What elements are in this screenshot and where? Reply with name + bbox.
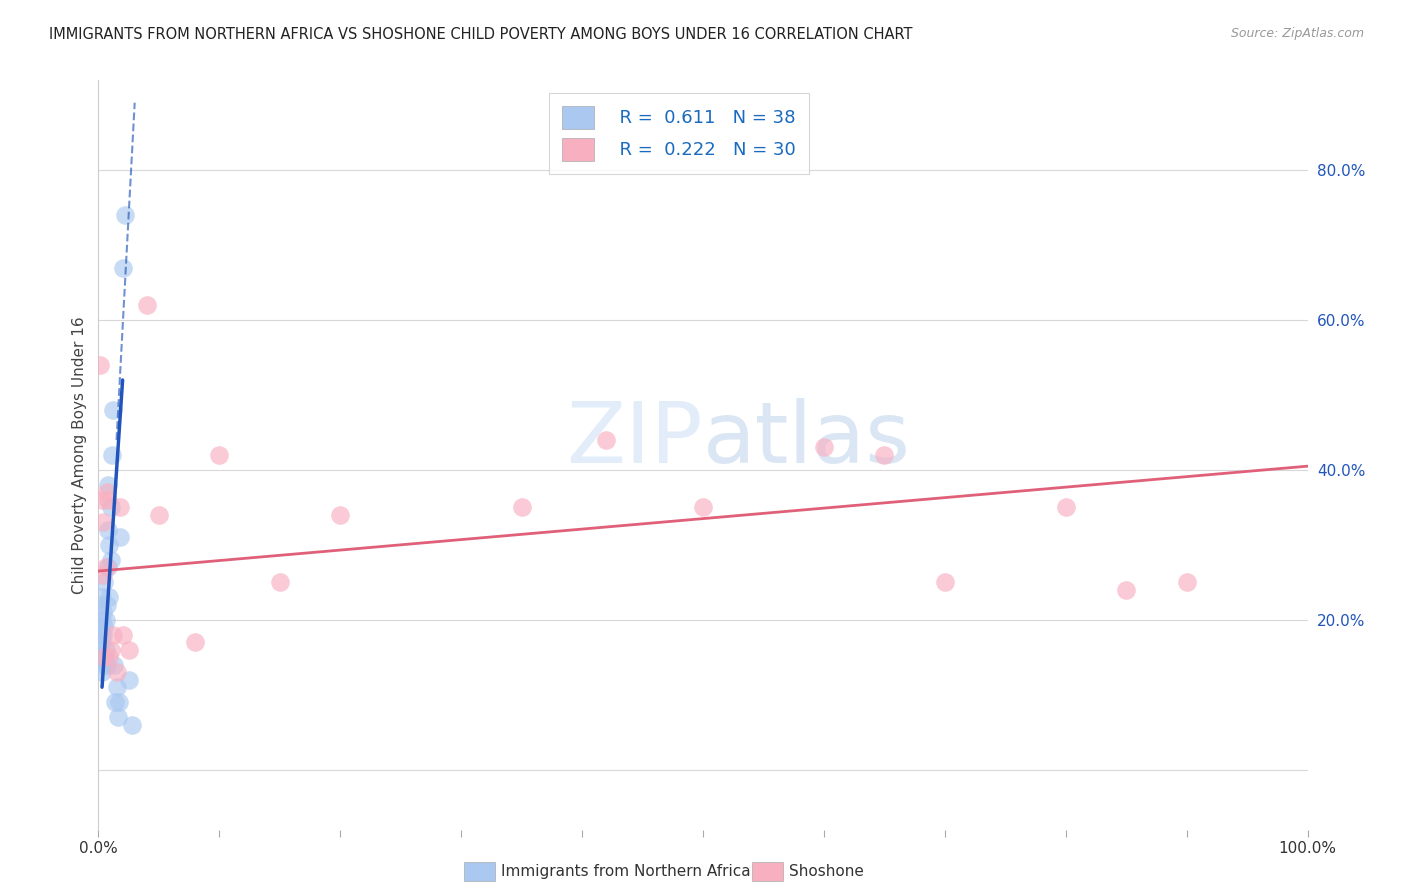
Y-axis label: Child Poverty Among Boys Under 16: Child Poverty Among Boys Under 16 [72, 316, 87, 594]
Point [96, 485, 118, 500]
Point [269, 575, 291, 590]
Point [135, 298, 157, 312]
Point [111, 628, 134, 642]
Point [89, 635, 111, 649]
Point [91, 665, 114, 680]
Point [692, 500, 714, 515]
Point [94, 560, 117, 574]
Point [1054, 500, 1077, 515]
Point [94, 642, 117, 657]
Point [91, 635, 114, 649]
Point [91, 628, 114, 642]
Point [91, 605, 114, 619]
Text: Source: ZipAtlas.com: Source: ZipAtlas.com [1230, 27, 1364, 40]
Text: ZIP: ZIP [567, 399, 703, 482]
Point [91, 492, 114, 507]
Point [94, 613, 117, 627]
Point [93, 650, 115, 665]
Point [91, 657, 114, 672]
Text: IMMIGRANTS FROM NORTHERN AFRICA VS SHOSHONE CHILD POVERTY AMONG BOYS UNDER 16 CO: IMMIGRANTS FROM NORTHERN AFRICA VS SHOSH… [49, 27, 912, 42]
Point [1115, 582, 1137, 597]
Point [148, 508, 170, 522]
Point [107, 710, 129, 724]
Point [100, 553, 122, 567]
Point [104, 695, 127, 709]
Text: Shoshone: Shoshone [789, 864, 863, 879]
Point [98, 538, 121, 552]
Point [118, 673, 141, 687]
Point [90, 650, 112, 665]
Text: atlas: atlas [703, 399, 911, 482]
Point [93, 575, 115, 590]
Point [89, 620, 111, 634]
Point [97, 492, 120, 507]
Point [108, 530, 131, 544]
Point [873, 448, 896, 462]
Point [90, 598, 112, 612]
Point [93, 650, 115, 665]
Point [329, 508, 352, 522]
Point [96, 598, 118, 612]
Point [91, 613, 114, 627]
Point [97, 523, 120, 537]
Point [1175, 575, 1198, 590]
Point [98, 591, 121, 605]
Point [510, 500, 533, 515]
Point [108, 695, 131, 709]
Point [595, 433, 617, 447]
Legend:   R =  0.611   N = 38,   R =  0.222   N = 30: R = 0.611 N = 38, R = 0.222 N = 30 [548, 93, 808, 174]
Point [97, 478, 120, 492]
Point [98, 650, 121, 665]
Point [89, 358, 111, 372]
Point [114, 208, 136, 222]
Point [96, 657, 118, 672]
Point [813, 441, 835, 455]
Point [97, 560, 120, 574]
Point [111, 260, 134, 275]
Text: Immigrants from Northern Africa: Immigrants from Northern Africa [501, 864, 751, 879]
Point [103, 657, 125, 672]
Point [934, 575, 956, 590]
Point [91, 591, 114, 605]
Point [100, 642, 122, 657]
Point [93, 620, 115, 634]
Point [100, 500, 122, 515]
Point [105, 665, 128, 680]
Point [101, 628, 124, 642]
Point [105, 680, 128, 694]
Point [118, 642, 141, 657]
Point [91, 567, 114, 582]
Point [121, 717, 143, 731]
Point [208, 448, 231, 462]
Point [108, 500, 131, 515]
Point [90, 628, 112, 642]
Point [91, 516, 114, 530]
Point [100, 448, 122, 462]
Point [101, 403, 124, 417]
Point [184, 635, 207, 649]
